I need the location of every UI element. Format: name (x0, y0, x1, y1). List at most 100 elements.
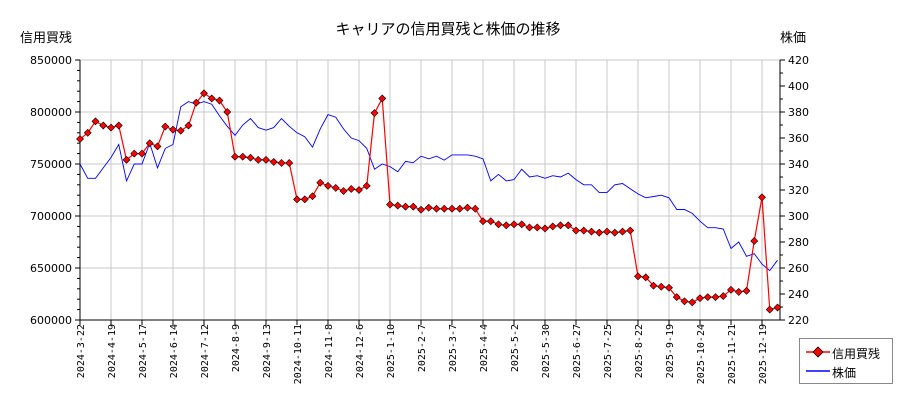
data-point-marker (246, 153, 255, 162)
data-point-marker (215, 96, 224, 105)
data-point-marker (734, 287, 743, 296)
data-point-marker (688, 298, 697, 307)
data-point-marker (773, 303, 782, 312)
data-point-marker (432, 204, 441, 213)
data-point-marker (223, 108, 232, 116)
data-point-marker (293, 195, 301, 204)
axes: 2024-3-22 2024-4-19 2024-5-17 2024-6-14 2024… (30, 54, 809, 384)
x-tick-label: 2024-6-14 (169, 324, 180, 378)
y-left-tick-label: 700000 (30, 210, 72, 223)
data-point-marker (479, 217, 487, 226)
data-point-marker (572, 226, 580, 235)
y-right-tick-label: 240 (788, 288, 809, 301)
x-tick-label: 2024-10-11 (293, 324, 304, 384)
data-point-marker (417, 205, 425, 214)
chart-title: キャリアの信用買残と株価の推移 (335, 20, 560, 38)
x-tick-label: 2025-12-19 (758, 324, 769, 384)
x-tick-label: 2024-11-8 (324, 324, 335, 378)
y-left-tick-label: 650000 (30, 262, 72, 275)
data-point-marker (719, 292, 728, 301)
y-right-tick-label: 320 (788, 184, 809, 197)
y-right-tick-label: 360 (788, 132, 809, 145)
data-point-marker (324, 181, 332, 190)
x-tick-label: 2025-5-30 (541, 324, 552, 378)
data-point-marker (618, 227, 627, 236)
x-tick-label: 2025-9-19 (665, 324, 676, 378)
data-point-marker (138, 149, 146, 158)
x-tick-label: 2025-6-27 (572, 324, 583, 378)
y-right-tick-label: 260 (788, 262, 809, 275)
legend-item-margin: 信用買残 (800, 343, 892, 361)
data-point-marker (409, 202, 418, 211)
y-right-tick-label: 400 (788, 80, 809, 93)
data-point-marker (386, 200, 394, 209)
y-left-tick-label: 850000 (30, 54, 72, 67)
data-point-marker (277, 159, 286, 167)
y-right-tick-label: 300 (788, 210, 809, 223)
x-tick-label: 2025-4-4 (479, 324, 490, 372)
data-point-marker (207, 94, 216, 103)
red-diamond-marker-icon (806, 346, 830, 358)
data-point-marker (448, 204, 456, 213)
y-right-tick-label: 280 (788, 236, 809, 249)
data-point-marker (595, 228, 604, 237)
data-point-marker (564, 221, 573, 230)
x-tick-label: 2025-5-2 (510, 324, 521, 372)
x-tick-label: 2024-9-13 (262, 324, 273, 378)
data-point-marker (463, 203, 472, 212)
data-point-marker (192, 98, 201, 107)
data-point-marker (696, 294, 704, 303)
data-point-marker (579, 226, 588, 235)
margin-balance-series (76, 89, 782, 314)
data-point-marker (393, 201, 402, 210)
data-point-marker (533, 223, 542, 232)
x-tick-label: 2024-3-22 (76, 324, 87, 378)
data-point-marker (541, 224, 549, 233)
data-point-marker (161, 122, 170, 131)
data-point-marker (649, 281, 658, 290)
data-point-marker (76, 135, 84, 143)
data-point-marker (370, 109, 379, 117)
data-point-marker (525, 223, 534, 232)
x-tick-label: 2024-12-6 (355, 324, 366, 378)
data-point-marker (587, 227, 596, 236)
data-point-marker (765, 305, 774, 314)
data-point-marker (300, 195, 309, 204)
data-point-marker (711, 293, 720, 302)
data-point-marker (176, 126, 185, 135)
data-point-marker (83, 128, 92, 137)
data-point-marker (122, 155, 131, 164)
x-tick-label: 2024-8-9 (231, 324, 242, 372)
data-point-marker (758, 193, 766, 202)
data-point-marker (339, 187, 348, 195)
data-point-marker (153, 142, 162, 151)
data-point-marker (169, 125, 177, 134)
data-point-marker (184, 121, 193, 130)
data-point-marker (510, 220, 518, 229)
data-point-marker (680, 297, 689, 306)
data-point-marker (91, 117, 100, 126)
x-tick-label: 2025-11-21 (727, 324, 738, 384)
data-point-marker (99, 121, 108, 130)
x-tick-label: 2025-1-10 (386, 324, 397, 378)
gridlines (79, 59, 781, 321)
price-series (79, 101, 778, 272)
data-point-marker (657, 282, 666, 291)
data-point-marker (145, 139, 154, 148)
data-point-marker (742, 286, 751, 295)
data-point-marker (269, 157, 278, 166)
data-point-marker (517, 220, 526, 229)
data-point-marker (486, 217, 495, 226)
data-point-marker (308, 192, 317, 201)
y-right-tick-label: 380 (788, 106, 809, 119)
legend-label: 信用買残 (832, 347, 881, 361)
data-point-marker (254, 155, 263, 164)
data-point-marker (238, 152, 247, 161)
x-tick-label: 2025-3-7 (448, 324, 459, 372)
data-point-marker (556, 221, 565, 230)
data-point-marker (424, 203, 433, 212)
x-tick-label: 2024-7-12 (200, 324, 211, 378)
legend: 信用買残 株価 (799, 338, 893, 384)
data-point-marker (347, 185, 356, 193)
